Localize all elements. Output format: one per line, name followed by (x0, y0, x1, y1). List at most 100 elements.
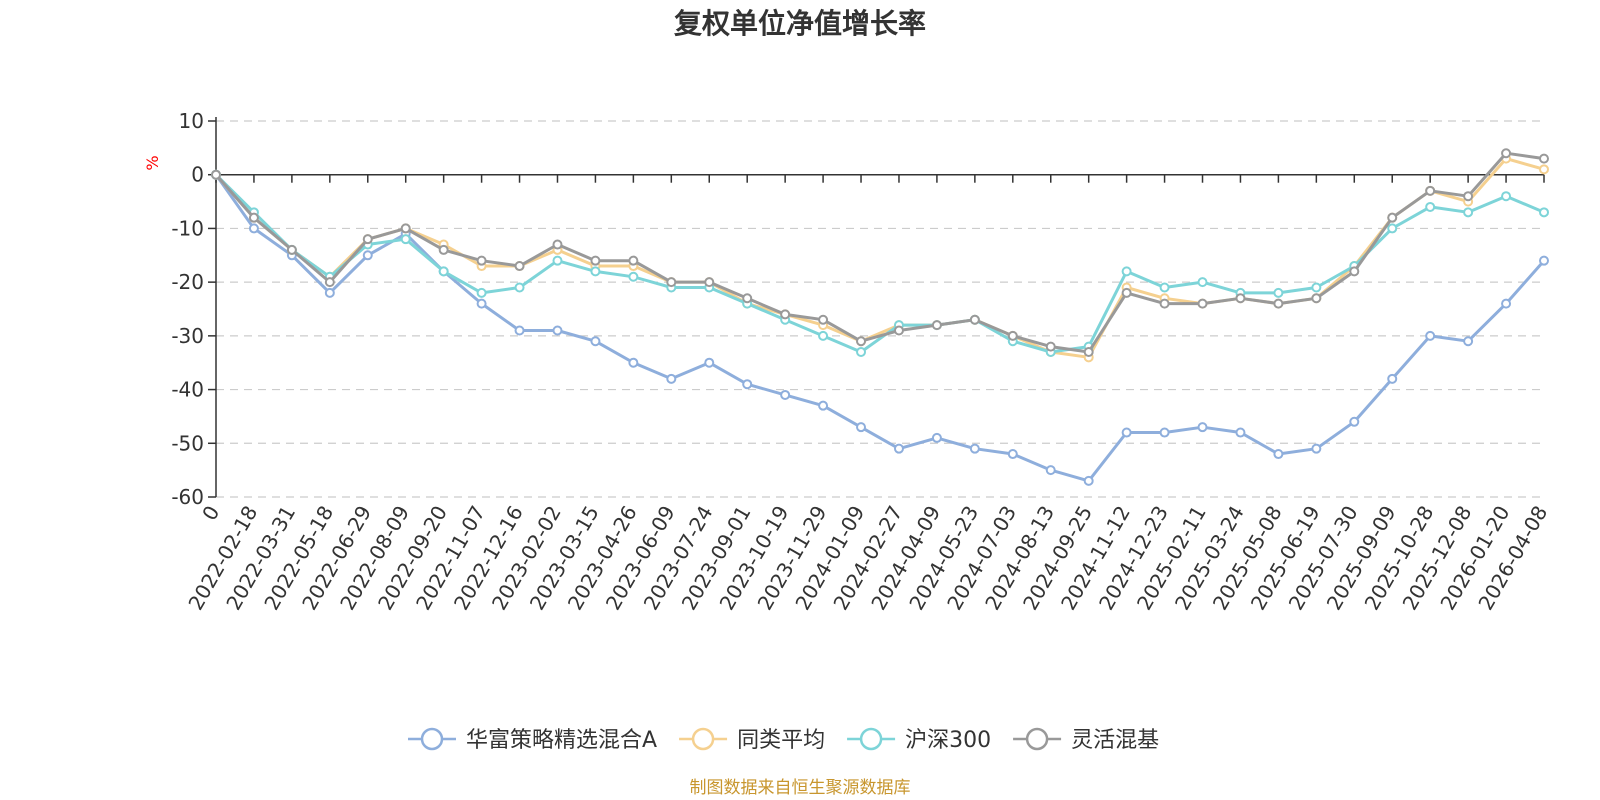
data-point[interactable] (1159, 282, 1170, 293)
data-point[interactable] (969, 314, 980, 325)
data-point[interactable] (931, 432, 942, 443)
data-point[interactable] (514, 282, 525, 293)
data-point[interactable] (1235, 427, 1246, 438)
data-point[interactable] (1539, 153, 1549, 164)
data-point[interactable] (476, 298, 487, 309)
data-point[interactable] (1083, 475, 1094, 486)
data-point[interactable] (248, 212, 259, 223)
series-line (214, 157, 1546, 359)
data-point[interactable] (1463, 336, 1474, 347)
data-point[interactable] (1273, 287, 1284, 298)
data-point[interactable] (1463, 191, 1474, 202)
data-point[interactable] (1045, 465, 1056, 476)
data-point[interactable] (362, 250, 373, 261)
data-point[interactable] (514, 261, 525, 272)
legend-item[interactable]: 灵活混基 (1013, 727, 1159, 753)
data-point[interactable] (856, 422, 867, 433)
data-point[interactable] (704, 277, 715, 288)
data-point[interactable] (514, 325, 525, 336)
data-point[interactable] (1425, 330, 1436, 341)
data-point[interactable] (476, 255, 487, 266)
data-point[interactable] (1007, 330, 1018, 341)
data-point[interactable] (1501, 191, 1512, 202)
data-point[interactable] (1539, 255, 1549, 266)
data-point[interactable] (1197, 277, 1208, 288)
data-point[interactable] (931, 320, 942, 331)
data-point[interactable] (1311, 443, 1322, 454)
legend-label: 灵活混基 (1071, 728, 1159, 753)
data-point[interactable] (1121, 427, 1132, 438)
y-tick-label: -10 (171, 216, 204, 240)
data-point[interactable] (590, 255, 601, 266)
data-point[interactable] (1235, 293, 1246, 304)
data-point[interactable] (818, 314, 829, 325)
data-point[interactable] (1387, 373, 1398, 384)
data-point[interactable] (1387, 212, 1398, 223)
data-point[interactable] (628, 271, 639, 282)
data-point[interactable] (1501, 298, 1512, 309)
data-point[interactable] (1197, 422, 1208, 433)
data-point[interactable] (742, 379, 753, 390)
data-point[interactable] (1425, 185, 1436, 196)
data-point[interactable] (1311, 293, 1322, 304)
data-point[interactable] (1159, 427, 1170, 438)
data-point[interactable] (324, 277, 335, 288)
data-point[interactable] (1007, 449, 1018, 460)
data-point[interactable] (1045, 341, 1056, 352)
data-point[interactable] (552, 239, 563, 250)
data-point[interactable] (1197, 298, 1208, 309)
data-point[interactable] (1311, 282, 1322, 293)
data-point[interactable] (1425, 201, 1436, 212)
data-point[interactable] (818, 400, 829, 411)
data-point[interactable] (856, 336, 867, 347)
data-point[interactable] (780, 309, 791, 320)
data-point[interactable] (400, 223, 411, 234)
data-point[interactable] (893, 325, 904, 336)
data-point[interactable] (476, 287, 487, 298)
data-point[interactable] (1121, 287, 1132, 298)
data-point[interactable] (666, 373, 677, 384)
data-point[interactable] (211, 169, 221, 180)
data-point[interactable] (400, 234, 411, 245)
data-point[interactable] (1349, 266, 1360, 277)
legend-item[interactable]: 华富策略精选混合A (408, 727, 657, 753)
data-point[interactable] (1501, 148, 1512, 159)
legend-item[interactable]: 沪深300 (847, 727, 991, 753)
legend-label: 华富策略精选混合A (466, 728, 657, 753)
data-point[interactable] (628, 357, 639, 368)
data-point[interactable] (438, 266, 449, 277)
data-point[interactable] (1273, 298, 1284, 309)
data-point[interactable] (590, 336, 601, 347)
legend[interactable]: 华富策略精选混合A 同类平均 沪深300 灵活混基 (408, 727, 1159, 753)
data-point[interactable] (248, 223, 259, 234)
y-tick-label: 10 (179, 109, 204, 133)
data-point[interactable] (704, 357, 715, 368)
data-point[interactable] (362, 234, 373, 245)
data-point[interactable] (1121, 266, 1132, 277)
data-point[interactable] (1349, 416, 1360, 427)
data-point[interactable] (818, 330, 829, 341)
data-point[interactable] (893, 443, 904, 454)
data-point[interactable] (1539, 207, 1549, 218)
data-point[interactable] (1539, 164, 1549, 175)
data-point[interactable] (1083, 346, 1094, 357)
data-point[interactable] (324, 287, 335, 298)
data-point[interactable] (1159, 298, 1170, 309)
data-point[interactable] (590, 266, 601, 277)
data-point[interactable] (628, 255, 639, 266)
data-point[interactable] (286, 244, 297, 255)
data-point[interactable] (438, 244, 449, 255)
series-line (214, 173, 1546, 483)
data-point[interactable] (666, 277, 677, 288)
data-point[interactable] (1463, 207, 1474, 218)
data-point[interactable] (856, 346, 867, 357)
data-point[interactable] (552, 325, 563, 336)
data-point[interactable] (1273, 449, 1284, 460)
data-point[interactable] (742, 293, 753, 304)
legend-item[interactable]: 同类平均 (679, 727, 825, 753)
data-point[interactable] (780, 389, 791, 400)
data-point[interactable] (1387, 223, 1398, 234)
data-point[interactable] (969, 443, 980, 454)
data-point[interactable] (552, 255, 563, 266)
